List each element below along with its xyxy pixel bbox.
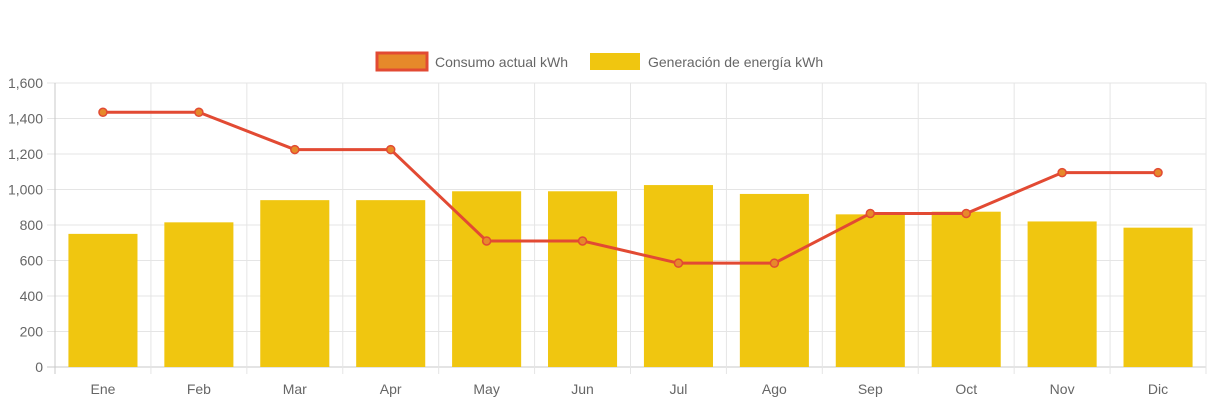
line-point-feb[interactable] <box>194 107 204 118</box>
bar-ene[interactable] <box>68 233 138 367</box>
axes-layer: 0 200 400 600 800 1,000 1,200 1,400 1,600 Ene Feb M… <box>8 75 1168 397</box>
y-tick-label: 1,600 <box>8 75 43 91</box>
x-tick-label: May <box>473 381 499 397</box>
line-point-mar[interactable] <box>290 144 300 155</box>
x-tick-label: Feb <box>187 381 211 397</box>
line-point-nov[interactable] <box>1057 167 1067 178</box>
x-tick-label: Jul <box>670 381 688 397</box>
bar-ago[interactable] <box>739 193 809 367</box>
line-point-ene[interactable] <box>98 107 108 118</box>
legend-label-generacion: Generación de energía kWh <box>648 54 823 70</box>
bar-jun[interactable] <box>548 191 618 367</box>
legend: Consumo actual kWh Generación de energía … <box>375 51 823 72</box>
bar-dic[interactable] <box>1123 227 1193 367</box>
y-tick-label: 1,200 <box>8 146 43 162</box>
line-point-oct[interactable] <box>961 208 971 219</box>
y-tick-label: 800 <box>20 217 44 233</box>
line-point-apr[interactable] <box>385 144 396 155</box>
bar-apr[interactable] <box>356 200 426 367</box>
line-point-ago[interactable] <box>769 258 780 268</box>
y-tick-label: 1,000 <box>8 182 43 198</box>
line-point-jul[interactable] <box>673 258 684 268</box>
x-tick-label: Jun <box>571 381 594 397</box>
line-point-jun[interactable] <box>577 236 588 246</box>
bar-oct[interactable] <box>931 211 1001 367</box>
x-tick-label: Ene <box>90 381 115 397</box>
line-point-sep[interactable] <box>865 208 876 219</box>
legend-swatch-consumo <box>375 51 429 72</box>
line-point-may[interactable] <box>481 236 492 246</box>
x-tick-label: Ago <box>762 381 787 397</box>
legend-item-generacion[interactable]: Generación de energía kWh <box>590 53 823 70</box>
y-tick-label: 400 <box>20 288 44 304</box>
x-tick-label: Apr <box>380 381 402 397</box>
legend-label-consumo: Consumo actual kWh <box>435 54 568 70</box>
y-tick-label: 200 <box>20 324 44 340</box>
legend-item-consumo[interactable]: Consumo actual kWh <box>375 51 568 72</box>
bar-nov[interactable] <box>1027 221 1097 367</box>
y-tick-label: 600 <box>20 253 44 269</box>
x-tick-label: Sep <box>858 381 883 397</box>
y-tick-label: 1,400 <box>8 111 43 127</box>
bars-layer <box>68 185 1193 367</box>
consumption-line <box>102 110 1159 265</box>
x-tick-label: Oct <box>955 381 977 397</box>
bar-jul[interactable] <box>643 185 713 367</box>
y-tick-label: 0 <box>35 359 43 375</box>
legend-swatch-generacion <box>590 53 640 70</box>
line-point-dic[interactable] <box>1153 167 1163 178</box>
bar-feb[interactable] <box>164 222 234 367</box>
bar-mar[interactable] <box>260 200 330 367</box>
x-tick-label: Dic <box>1148 381 1168 397</box>
bar-sep[interactable] <box>835 214 905 367</box>
x-tick-label: Nov <box>1050 381 1075 397</box>
x-tick-label: Mar <box>283 381 307 397</box>
line-layer <box>98 107 1163 268</box>
